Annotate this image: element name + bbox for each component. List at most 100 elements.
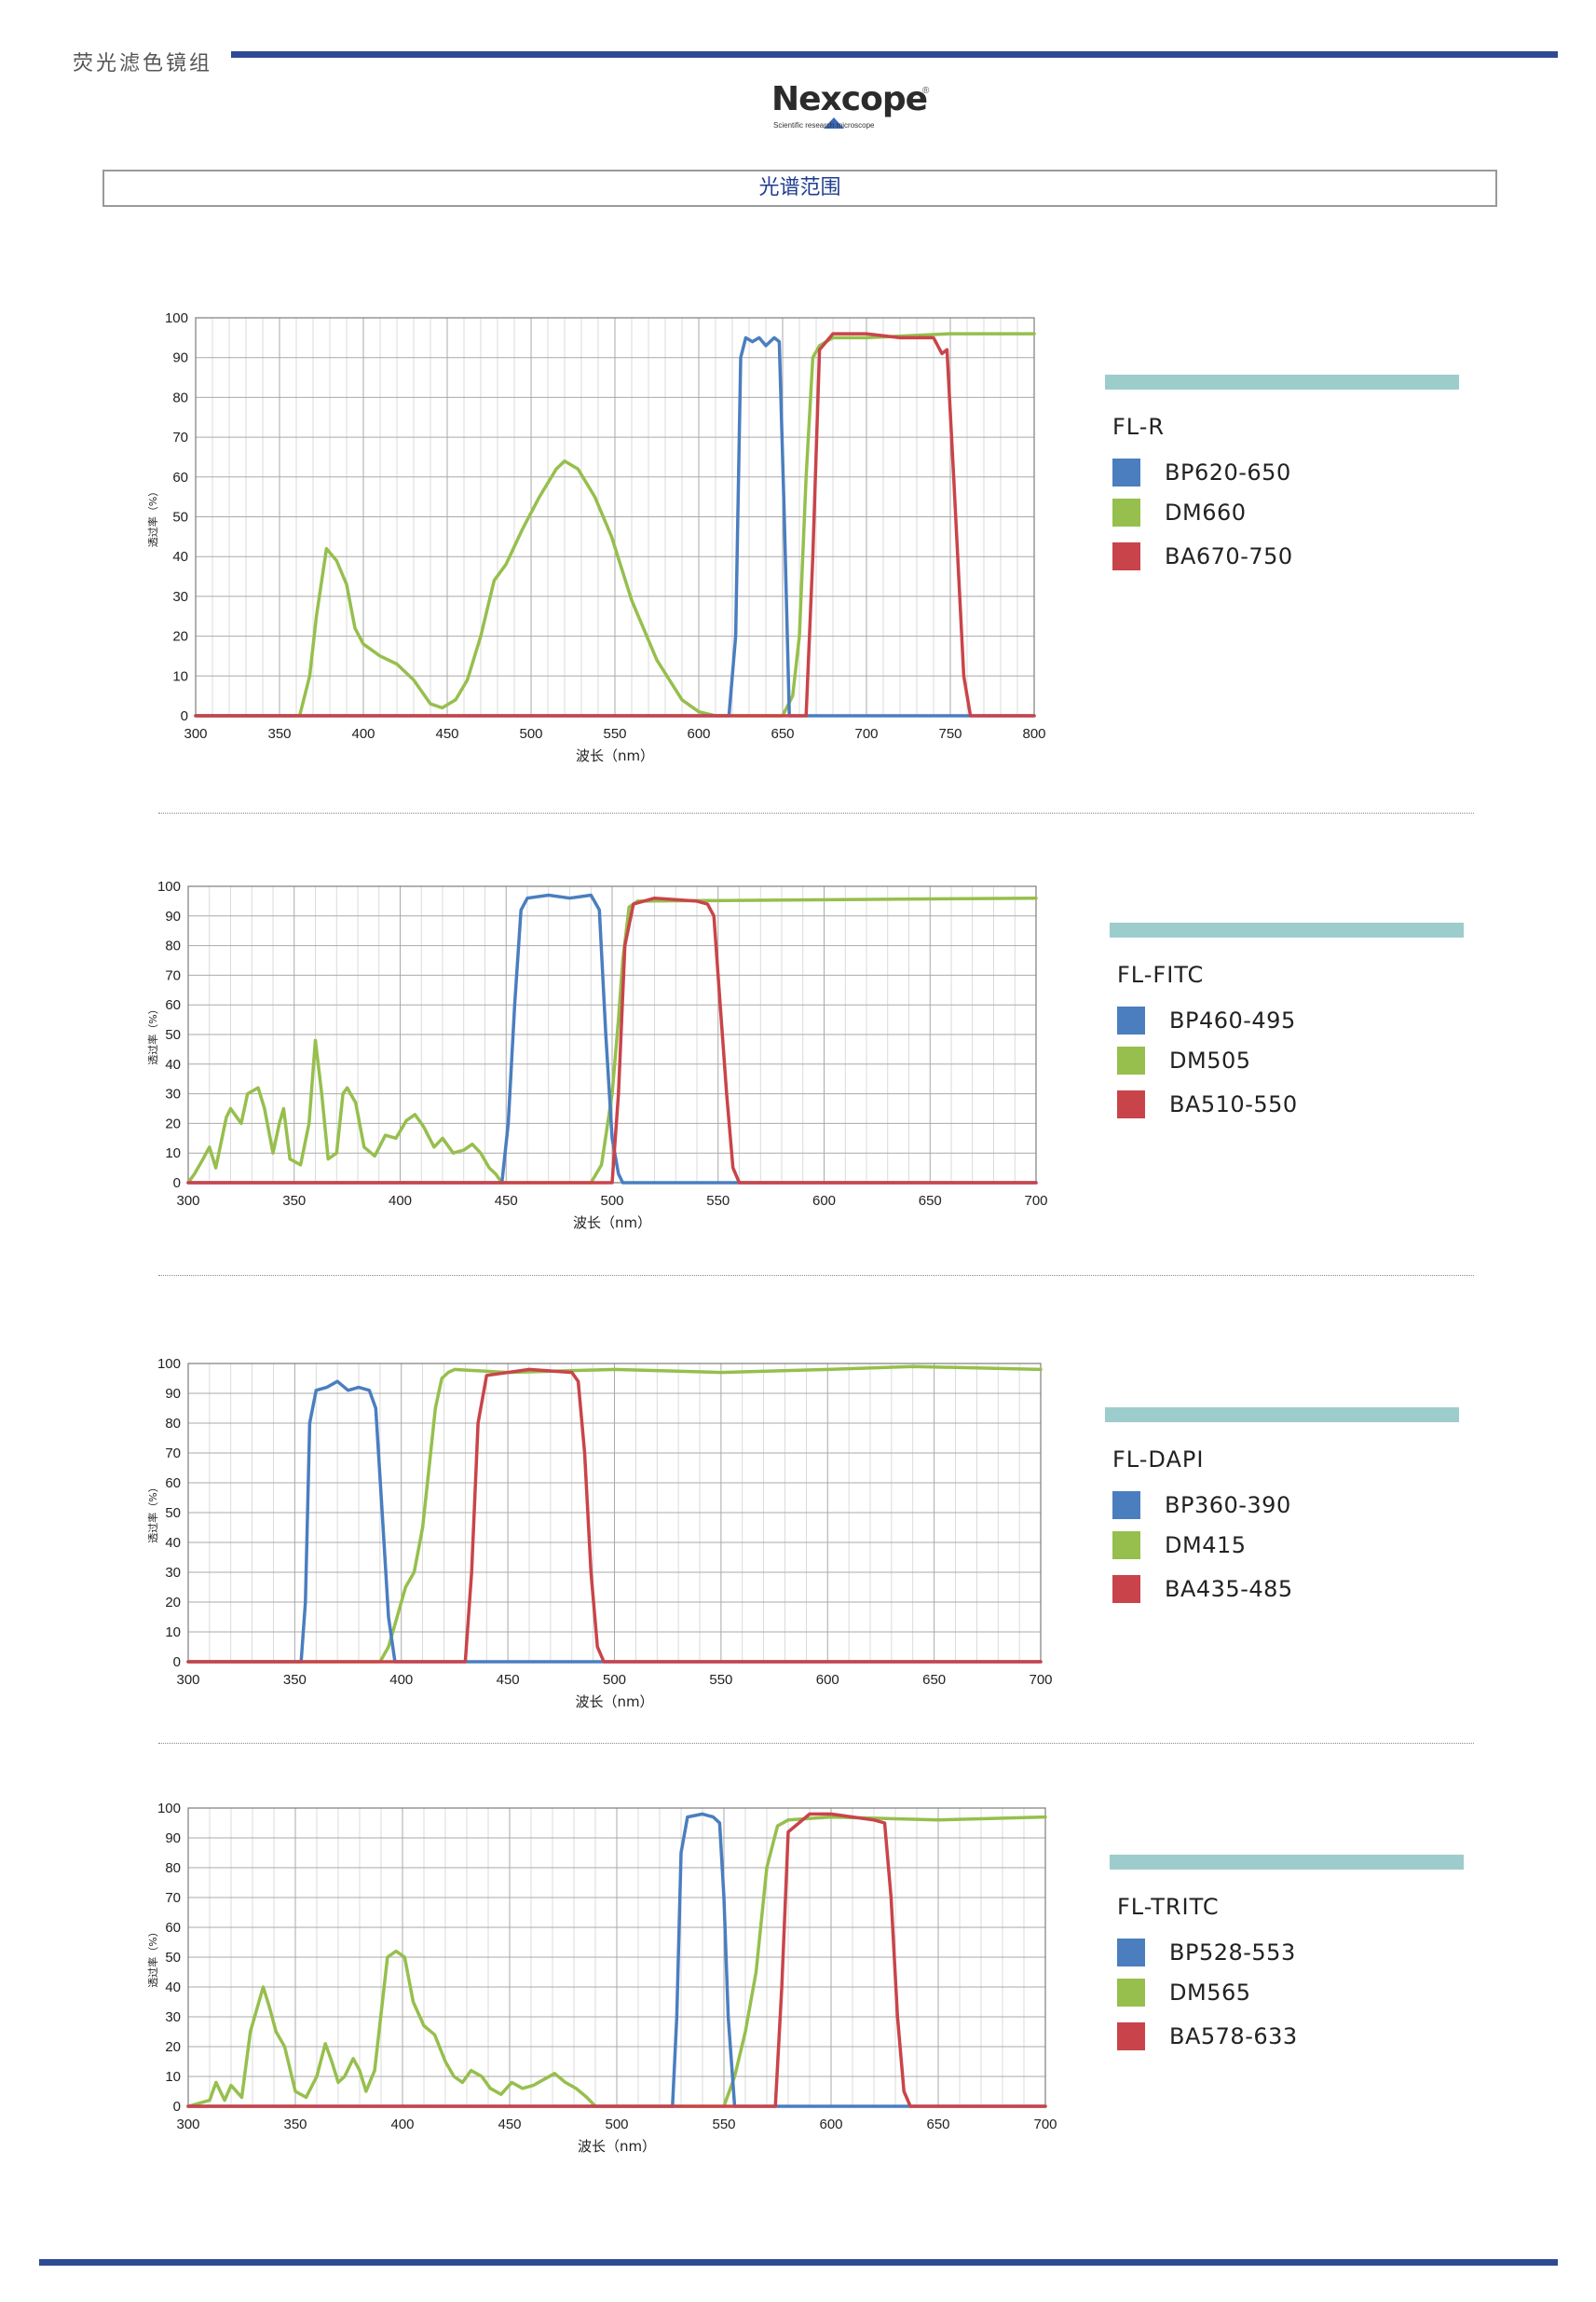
- y-tick-label: 70: [165, 1446, 181, 1461]
- y-tick-label: 60: [165, 1920, 181, 1936]
- x-tick-label: 500: [519, 726, 542, 742]
- y-tick-label: 20: [165, 2039, 181, 2055]
- y-tick-label: 10: [165, 2069, 181, 2085]
- x-tick-label: 600: [812, 1193, 836, 1209]
- logo-wordmark: Nexcope: [771, 80, 928, 118]
- y-tick-label: 60: [165, 997, 181, 1013]
- x-tick-label: 300: [176, 1672, 199, 1688]
- legend-swatch-blue: [1117, 1007, 1145, 1035]
- legend-swatch-blue: [1112, 1491, 1140, 1519]
- legend-label: BP528-553: [1169, 1939, 1296, 1966]
- y-tick-label: 20: [165, 1116, 181, 1131]
- x-tick-label: 450: [435, 726, 458, 742]
- x-tick-label: 700: [1029, 1672, 1052, 1688]
- y-tick-label: 30: [172, 589, 188, 605]
- y-tick-label: 30: [165, 1087, 181, 1103]
- y-tick-label: 60: [165, 1475, 181, 1491]
- chart-fl-r: 300 350 400 450 500 550 600 650 700 750 800 0 10 20 30…: [146, 310, 1046, 764]
- x-tick-label: 350: [283, 2117, 307, 2132]
- x-tick-label: 400: [389, 1193, 412, 1209]
- x-tick-label: 650: [922, 1672, 946, 1688]
- y-tick-label: 90: [165, 1386, 181, 1402]
- y-tick-label: 90: [165, 1830, 181, 1846]
- y-tick-label: 80: [165, 1860, 181, 1876]
- y-tick-label: 50: [165, 1505, 181, 1521]
- x-tick-label: 350: [282, 1193, 306, 1209]
- legend-swatch-green: [1112, 499, 1140, 527]
- legend-bar: [1105, 1407, 1459, 1422]
- y-tick-label: 0: [173, 2099, 181, 2115]
- chart-fl-tritc: 300 350 400 450 500 550 600 650 700 0 10 20 30 40 50 60…: [146, 1801, 1057, 2155]
- y-tick-label: 40: [165, 1535, 181, 1551]
- legend-label: BA435-485: [1165, 1576, 1293, 1602]
- x-tick-label: 450: [497, 1672, 520, 1688]
- y-tick-label: 10: [165, 1624, 181, 1640]
- series-line-bp620-650: [194, 336, 1036, 718]
- y-axis-label: 透过率（%）: [146, 1004, 159, 1064]
- section-divider: [158, 1275, 1474, 1276]
- y-tick-label: 10: [165, 1145, 181, 1161]
- legend-bar: [1105, 375, 1459, 390]
- x-tick-label: 450: [495, 1193, 518, 1209]
- series-line-ba435-485: [186, 1367, 1043, 1664]
- y-tick-label: 10: [172, 668, 188, 684]
- header-bar: [231, 51, 1558, 58]
- chart-fl-fitc: 300 350 400 450 500 550 600 650 700 0 10 20 30 40 50 60…: [146, 879, 1048, 1231]
- legend-title: FL-R: [1112, 414, 1166, 440]
- x-tick-label: 550: [709, 1672, 732, 1688]
- x-tick-label: 550: [603, 726, 626, 742]
- x-tick-label: 400: [389, 1672, 413, 1688]
- legend-swatch-red: [1112, 1575, 1140, 1603]
- y-tick-label: 40: [165, 1980, 181, 1995]
- legend-label: DM565: [1169, 1980, 1251, 2006]
- x-tick-label: 700: [1024, 1193, 1047, 1209]
- y-tick-label: 50: [165, 1950, 181, 1966]
- grid: [187, 1807, 1046, 2107]
- legend-label: DM505: [1169, 1048, 1251, 1074]
- legend-swatch-blue: [1117, 1939, 1145, 1966]
- legend-label: BP360-390: [1165, 1492, 1291, 1518]
- y-tick-label: 0: [181, 708, 188, 724]
- x-tick-label: 600: [816, 1672, 839, 1688]
- x-tick-label: 650: [771, 726, 794, 742]
- series-line-ba510-550: [186, 896, 1038, 1185]
- section-title-box: 光谱范围: [102, 170, 1497, 207]
- y-tick-label: 20: [172, 629, 188, 645]
- x-tick-label: 500: [603, 1672, 626, 1688]
- y-tick-label: 60: [172, 470, 188, 486]
- y-tick-label: 80: [165, 939, 181, 954]
- x-tick-label: 300: [176, 2117, 199, 2132]
- x-tick-label: 800: [1022, 726, 1045, 742]
- y-tick-label: 100: [157, 879, 181, 895]
- x-tick-label: 300: [184, 726, 207, 742]
- series-line-ba670-750: [194, 332, 1036, 718]
- x-tick-label: 600: [819, 2117, 842, 2132]
- x-tick-label: 400: [351, 726, 375, 742]
- y-tick-label: 90: [172, 350, 188, 366]
- legend-swatch-red: [1112, 542, 1140, 570]
- legend-label: BP620-650: [1165, 459, 1291, 486]
- y-tick-label: 90: [165, 909, 181, 925]
- y-tick-label: 0: [173, 1654, 181, 1670]
- x-tick-label: 600: [687, 726, 710, 742]
- series-line-bp360-390: [186, 1379, 1043, 1664]
- x-axis-label: 波长（nm）: [576, 747, 654, 764]
- y-tick-label: 30: [165, 2009, 181, 2025]
- legend-swatch-green: [1117, 1979, 1145, 2007]
- brand-logo: Nexcope ® Scientific research microscope: [771, 80, 948, 136]
- x-tick-label: 550: [706, 1193, 730, 1209]
- x-tick-label: 550: [712, 2117, 735, 2132]
- legend-swatch-red: [1117, 2022, 1145, 2050]
- logo-tagline: Scientific research microscope: [773, 121, 875, 130]
- x-tick-label: 700: [1033, 2117, 1057, 2132]
- y-axis-label: 透过率（%）: [146, 1482, 159, 1542]
- x-tick-label: 300: [176, 1193, 199, 1209]
- series-line-bp528-553: [186, 1812, 1047, 2108]
- y-tick-label: 70: [165, 967, 181, 983]
- legend-bar: [1110, 1855, 1464, 1870]
- series-line-dm565: [186, 1815, 1047, 2108]
- legend-title: FL-FITC: [1117, 962, 1205, 988]
- y-axis-label: 透过率（%）: [146, 1926, 159, 1987]
- section-divider: [158, 813, 1474, 814]
- chart-fl-dapi: 300 350 400 450 500 550 600 650 700 0 10 20 30 40 50 60…: [146, 1356, 1053, 1710]
